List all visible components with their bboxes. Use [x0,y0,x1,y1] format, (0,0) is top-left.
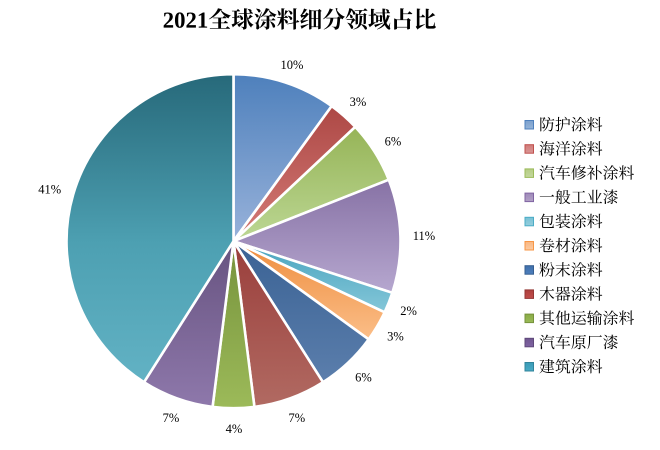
svg-text:7%: 7% [288,411,305,425]
svg-text:6%: 6% [355,371,372,385]
svg-text:2%: 2% [400,304,417,318]
svg-text:6%: 6% [385,135,402,149]
svg-text:7%: 7% [163,411,180,425]
svg-text:4%: 4% [226,422,243,436]
svg-text:41%: 41% [38,183,61,197]
svg-text:3%: 3% [350,95,367,109]
svg-text:3%: 3% [387,330,404,344]
svg-text:11%: 11% [413,229,435,243]
svg-text:10%: 10% [281,58,304,72]
